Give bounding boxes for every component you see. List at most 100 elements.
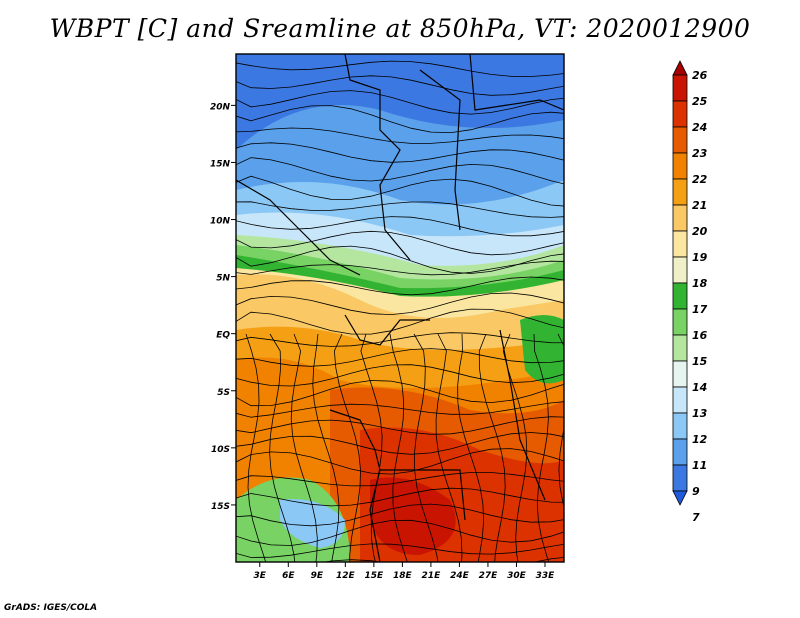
streamline: [360, 333, 383, 562]
streamline: [236, 157, 564, 185]
lat-label: 20N: [210, 102, 231, 112]
lon-label: 24E: [450, 571, 470, 581]
streamline: [236, 380, 564, 407]
streamline: [557, 333, 564, 509]
colorbar-segment: [672, 256, 688, 284]
lon-label: 30E: [507, 571, 527, 581]
colorbar-segment: [672, 74, 688, 102]
streamline: [236, 432, 564, 455]
streamline: [236, 487, 564, 507]
streamline: [236, 260, 564, 276]
colorbar-segment: [672, 412, 688, 440]
streamline: [312, 333, 340, 562]
colorbar-label: 23: [692, 147, 708, 160]
streamline: [236, 276, 564, 296]
colorbar-segment: [672, 100, 688, 128]
colorbar-label: 14: [692, 381, 707, 394]
streamline: [236, 201, 564, 218]
streamline: [533, 333, 550, 562]
country-borders: [236, 54, 564, 562]
field-sw-blue: [280, 499, 345, 548]
streamline: [236, 90, 564, 115]
border-line: [499, 329, 546, 501]
streamline: [236, 105, 564, 134]
border-line: [236, 179, 361, 276]
colorbar-label: 7: [692, 511, 700, 524]
chart-title: WBPT [C] and Sreamline at 850hPa, VT: 20…: [49, 14, 751, 43]
border-line: [369, 469, 381, 562]
streamlines: [236, 60, 564, 562]
lat-label: EQ: [216, 331, 230, 341]
colorbar-segment: [672, 360, 688, 388]
colorbar-label: 9: [692, 485, 700, 498]
map-frame: [235, 53, 565, 563]
colorbar-label: 20: [692, 225, 708, 238]
streamline: [413, 333, 439, 562]
colorbar-segment: [672, 282, 688, 310]
streamline: [236, 308, 564, 335]
colorbar-segment: [672, 386, 688, 414]
streamline: [236, 416, 564, 435]
lat-label: 5N: [216, 274, 230, 284]
streamline: [236, 519, 564, 546]
colorbar-label: 21: [692, 199, 707, 212]
colorbar-label: 18: [692, 277, 708, 290]
lon-label: 9E: [311, 571, 324, 581]
latitude-axis: 20N 15N 10N 5N EQ 5S 10S 15S: [210, 102, 236, 512]
streamline: [236, 448, 564, 475]
lat-label: 10N: [210, 217, 231, 227]
lon-label: 27E: [479, 571, 499, 581]
lon-label: 15E: [365, 571, 385, 581]
streamline: [389, 333, 408, 562]
streamline: [236, 348, 564, 367]
lon-label: 6E: [282, 571, 295, 581]
colorbar-segment: [672, 126, 688, 154]
streamline: [269, 333, 296, 562]
colorbar-label: 15: [692, 355, 708, 368]
streamline: [435, 333, 463, 562]
border-line: [469, 54, 564, 111]
colorbar-bottom-arrow: [672, 490, 688, 506]
colorbar-label: 19: [692, 251, 708, 264]
field-se-green: [520, 315, 564, 384]
streamline: [236, 503, 564, 527]
colorbar-top-arrow: [672, 60, 688, 76]
lon-label: 21E: [422, 571, 442, 581]
field-blue-deep: [236, 54, 564, 150]
streamline: [236, 543, 564, 558]
streamline: [457, 333, 485, 562]
colorbar-segment: [672, 204, 688, 232]
border-line: [329, 409, 466, 521]
streamline: [236, 75, 564, 96]
lon-label: 33E: [536, 571, 556, 581]
colorbar-label: 17: [692, 303, 708, 316]
colorbar-segment: [672, 178, 688, 206]
colorbar-segment: [672, 464, 688, 492]
border-line: [344, 54, 411, 261]
streamline: [333, 333, 361, 562]
colorbar-label: 11: [692, 459, 707, 472]
field-dark-red: [370, 477, 456, 555]
colorbar-label: 13: [692, 407, 708, 420]
streamline: [502, 333, 528, 562]
streamline: [236, 292, 564, 316]
colorbar-segment: [672, 308, 688, 336]
streamline: [236, 364, 564, 387]
temperature-field: [236, 54, 564, 562]
streamline: [236, 127, 564, 144]
lon-label: 3E: [254, 571, 267, 581]
lat-label: 10S: [211, 445, 230, 455]
colorbar-label: 26: [692, 69, 708, 82]
lat-label: 5S: [217, 388, 230, 398]
streamline: [236, 230, 564, 256]
colorbar: 26 25 24 23 22 21 20 19 18 17 16 15 14 13 12 11 9 7: [672, 60, 708, 524]
lat-label: 15S: [211, 502, 230, 512]
longitude-axis: 3E 6E 9E 12E 15E 18E 21E 24E 27E 30E 33E: [254, 562, 556, 581]
colorbar-label: 24: [692, 121, 707, 134]
streamline: [236, 332, 564, 347]
streamline: [236, 175, 564, 207]
colorbar-label: 22: [692, 173, 708, 186]
border-line: [419, 69, 461, 231]
streamline: [236, 142, 564, 163]
